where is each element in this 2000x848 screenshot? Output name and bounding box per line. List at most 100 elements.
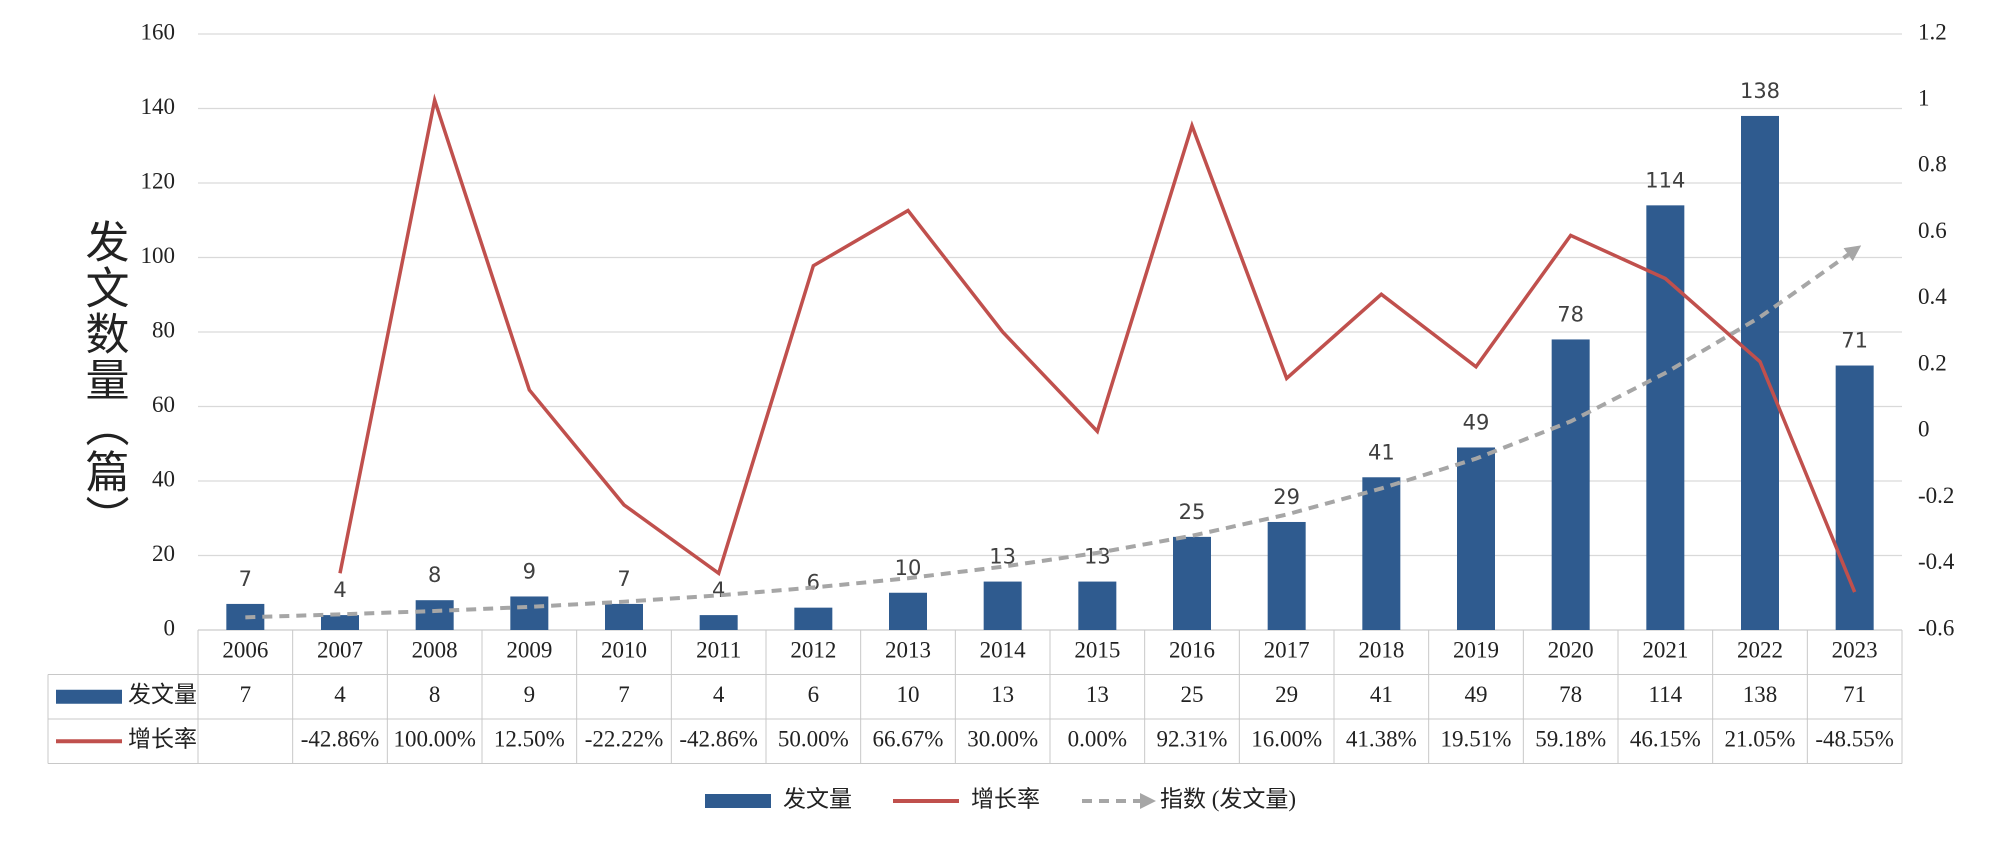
y2-tick-label: 0.6	[1918, 218, 1947, 243]
y-tick-label: 0	[164, 615, 176, 640]
table-category: 2007	[317, 638, 363, 663]
bar	[1741, 115, 1779, 630]
table-cell: 138	[1743, 682, 1778, 707]
table-cell: 29	[1275, 682, 1298, 707]
table-cell: 49	[1465, 682, 1488, 707]
table-row-name: 发文量	[128, 682, 197, 707]
table-category: 2021	[1642, 638, 1688, 663]
table-cell: 7	[618, 682, 630, 707]
bar	[1646, 205, 1685, 630]
y-axis-title: 发文数量（篇）	[78, 219, 129, 541]
table-category: 2008	[412, 638, 458, 663]
data-label: 10	[895, 556, 922, 580]
table-row-name: 增长率	[128, 727, 197, 752]
y-tick-label: 20	[152, 541, 175, 566]
data-label: 7	[239, 567, 252, 591]
y-tick-label: 120	[141, 168, 176, 193]
bar	[1362, 477, 1401, 630]
table-cell: 114	[1649, 682, 1683, 707]
table-cell: -22.22%	[585, 727, 664, 752]
table-category: 2022	[1737, 638, 1783, 663]
table-category: 2019	[1453, 638, 1499, 663]
table-cell: 4	[334, 682, 346, 707]
table-category: 2006	[222, 638, 268, 663]
table-category: 2009	[506, 638, 552, 663]
table-category: 2016	[1169, 638, 1215, 663]
table-category: 2010	[601, 638, 647, 663]
table-cell: 8	[429, 682, 441, 707]
table-category: 2023	[1832, 638, 1878, 663]
bar	[1173, 536, 1211, 630]
bar	[1457, 447, 1495, 630]
data-label: 29	[1273, 485, 1300, 509]
trend-line	[245, 245, 1862, 620]
data-label: 4	[712, 578, 725, 602]
data-label: 8	[428, 563, 441, 587]
table-cell: -42.86%	[301, 727, 380, 752]
data-label: 6	[807, 571, 820, 595]
bar	[1835, 365, 1874, 630]
table-cell: 6	[808, 682, 820, 707]
y2-tick-label: -0.2	[1918, 483, 1954, 508]
table-cell: 50.00%	[778, 727, 849, 752]
table-category: 2015	[1074, 638, 1120, 663]
data-label: 138	[1740, 79, 1780, 103]
growth-line	[338, 93, 1857, 593]
data-label: 4	[333, 578, 346, 602]
table-cell: 100.00%	[393, 727, 475, 752]
table-cell: 59.18%	[1535, 727, 1606, 752]
bar	[794, 607, 833, 630]
y-tick-label: 140	[141, 94, 176, 119]
table-cell: 12.50%	[494, 727, 565, 752]
table-cell: 10	[897, 682, 920, 707]
y-tick-label: 40	[152, 466, 175, 491]
bar	[1551, 339, 1590, 630]
bar	[1267, 521, 1306, 630]
bar	[605, 603, 643, 630]
y-tick-label: 80	[152, 317, 175, 342]
data-label: 25	[1179, 500, 1206, 524]
data-label: 78	[1557, 302, 1584, 326]
table-cell: 19.51%	[1441, 727, 1512, 752]
table-cell: 9	[524, 682, 536, 707]
table-cell: -42.86%	[679, 727, 758, 752]
table-cell: 4	[713, 682, 725, 707]
table-category: 2014	[980, 638, 1027, 663]
y-tick-label: 100	[141, 243, 176, 268]
table-cell: -48.55%	[1815, 727, 1894, 752]
y2-tick-label: 0.2	[1918, 350, 1947, 375]
table-cell: 25	[1181, 682, 1204, 707]
y-tick-label: 60	[152, 392, 175, 417]
data-label: 7	[617, 567, 630, 591]
table-cell: 0.00%	[1068, 727, 1127, 752]
data-label: 13	[1084, 545, 1111, 569]
y2-tick-label: 0.4	[1918, 284, 1947, 309]
data-label: 114	[1645, 168, 1685, 192]
legend-label: 指数 (发文量)	[1160, 786, 1296, 811]
table-cell: 46.15%	[1630, 727, 1701, 752]
table-category: 2020	[1548, 638, 1594, 663]
data-label: 49	[1463, 410, 1490, 434]
table-cell: 16.00%	[1251, 727, 1322, 752]
data-label: 71	[1841, 329, 1868, 353]
table-cell: 13	[1086, 682, 1109, 707]
y2-tick-label: -0.6	[1918, 615, 1954, 640]
table-cell: 71	[1843, 682, 1866, 707]
table-category: 2018	[1358, 638, 1404, 663]
table-cell: 21.05%	[1725, 727, 1796, 752]
table-cell: 7	[240, 682, 252, 707]
y2-tick-label: 1	[1918, 86, 1930, 111]
y2-tick-label: -0.4	[1918, 549, 1955, 574]
bar	[510, 596, 549, 630]
table-cell: 66.67%	[873, 727, 944, 752]
bar	[889, 592, 927, 630]
data-label: 41	[1368, 440, 1395, 464]
bar	[321, 615, 359, 630]
bar	[415, 600, 454, 630]
table-cell: 78	[1559, 682, 1582, 707]
table-cell: 13	[991, 682, 1014, 707]
table-cell: 30.00%	[967, 727, 1038, 752]
table-category: 2012	[790, 638, 836, 663]
data-label: 9	[523, 559, 536, 583]
